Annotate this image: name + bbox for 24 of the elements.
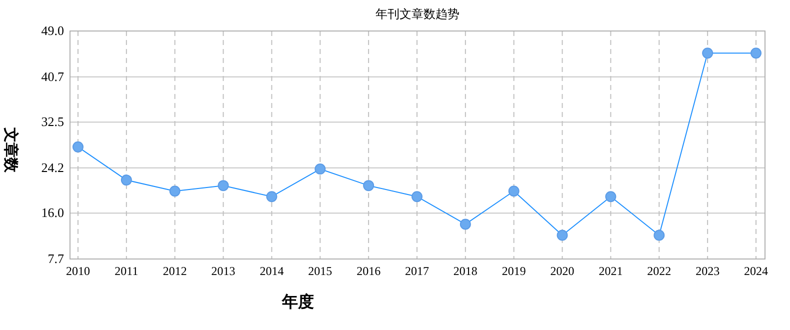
x-axis-title: 年度: [281, 292, 314, 311]
x-tick-label: 2024: [744, 264, 768, 278]
x-tick-label: 2021: [598, 264, 623, 278]
y-tick-label: 7.7: [48, 251, 64, 266]
x-tick-label: 2022: [647, 264, 672, 278]
x-tick-label: 2011: [114, 264, 138, 278]
y-tick-label: 16.0: [41, 205, 64, 220]
x-tick-label: 2015: [308, 264, 332, 278]
y-tick-label: 49.0: [41, 23, 64, 38]
x-tick-label: 2020: [550, 264, 574, 278]
x-tick-label: 2016: [356, 264, 381, 278]
x-tick-label: 2013: [211, 264, 236, 278]
x-tick-label: 2019: [502, 264, 526, 278]
y-tick-label: 40.7: [41, 68, 64, 84]
y-axis-title: 文章数: [2, 126, 20, 174]
y-tick-label: 24.2: [41, 160, 64, 175]
x-tick-label: 2010: [66, 264, 90, 278]
x-tick-label: 2018: [453, 264, 478, 278]
y-tick-label: 32.5: [41, 114, 64, 130]
x-tick-label: 2014: [260, 264, 284, 278]
chart-title: 年刊文章数趋势: [376, 7, 460, 21]
x-tick-label: 2023: [696, 264, 720, 278]
x-tick-label: 2012: [162, 264, 187, 278]
x-tick-label: 2017: [405, 264, 429, 278]
